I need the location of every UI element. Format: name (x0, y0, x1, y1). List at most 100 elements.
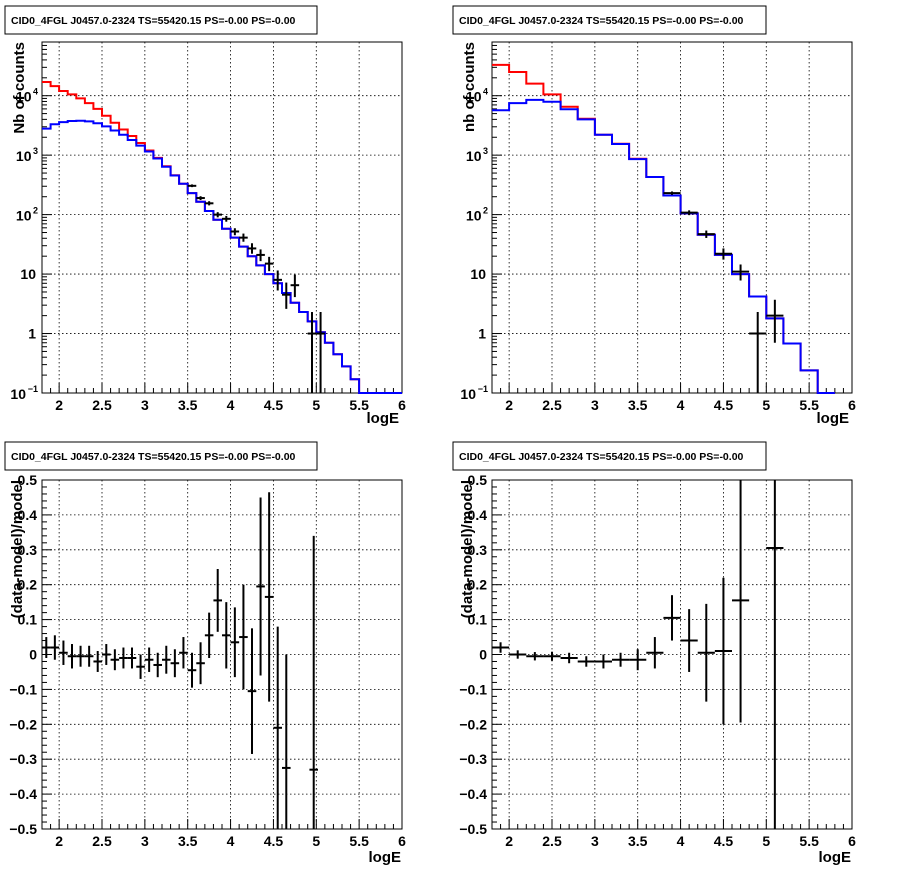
x-tick-label: 6 (398, 397, 406, 413)
data-point (204, 201, 214, 206)
data-point (127, 647, 137, 669)
x-tick-label: 3.5 (628, 833, 648, 849)
y-tick-label: −0.2 (9, 716, 37, 732)
y-axis-label: (data-model)/model (9, 480, 26, 618)
x-tick-label: 3 (141, 833, 149, 849)
data-point (264, 256, 274, 272)
data-point (230, 607, 240, 678)
y-axis-label: nb of counts (461, 42, 478, 132)
x-tick-label: 5 (762, 833, 770, 849)
histogram-series-line (42, 81, 402, 394)
chart-title-box (4, 5, 318, 35)
y-tick-label: 0.3 (18, 542, 38, 558)
data-point (119, 647, 128, 669)
y-tick-label: −0.3 (9, 751, 37, 767)
data-point (222, 602, 231, 669)
grid (42, 480, 402, 829)
panel-bottom-right: 2 2.5 3 3.5 4 4.5 5 5.5 6 −0.5 −0.4 −0.3 −0.2 −0.1 0 0.… (452, 441, 856, 866)
x-tick-label: 4.5 (264, 833, 284, 849)
y-axis-label: (data-model)/model (459, 480, 476, 618)
y-axis-ticks: −0.5 −0.4 −0.3 −0.2 −0.1 0 0.1 0.2 0.3 0.4 0.5 (459, 472, 502, 837)
x-tick-label: 4 (227, 833, 235, 849)
data-point (766, 299, 784, 343)
data-point (594, 654, 612, 669)
data-point (680, 210, 698, 216)
x-tick-label: 3 (591, 397, 599, 413)
x-tick-label: 4 (227, 397, 235, 413)
data-point (247, 243, 257, 254)
chart-title: CID0_4FGL J0457.0-2324 TS=55420.15 PS=-0… (11, 451, 296, 463)
y-tick-label: 0.5 (18, 472, 38, 488)
y-tick-label: 0.2 (18, 577, 38, 593)
data-point (230, 228, 240, 236)
data-point (102, 644, 111, 665)
y-tick-label: 0 (479, 647, 487, 663)
data-point (256, 249, 265, 262)
data-point (732, 480, 750, 723)
plot-frame (41, 41, 403, 394)
x-tick-label: 4.5 (714, 833, 734, 849)
chart-title-box (452, 441, 767, 471)
data-point (766, 480, 784, 829)
y-tick-label: −0.4 (9, 786, 37, 802)
data-point (93, 651, 102, 672)
data-point (714, 577, 732, 725)
x-axis-label: logE (817, 410, 850, 427)
y-tick-label: 0.4 (18, 507, 38, 523)
data-point (213, 212, 222, 218)
x-axis-ticks: 2 2.5 3 3.5 4 4.5 5 5.5 6 (491, 383, 856, 413)
x-tick-label: 5.5 (799, 833, 819, 849)
y-tick-label-exponent: 2 (33, 206, 38, 216)
y-tick-label-exponent: 3 (483, 146, 488, 156)
data-point (273, 270, 282, 291)
chart-title-box (452, 5, 767, 35)
x-tick-label: 4.5 (264, 397, 284, 413)
data-point (543, 651, 561, 661)
data-point (247, 628, 257, 754)
data-point (273, 626, 282, 829)
data-point (714, 248, 732, 260)
data-point (84, 645, 94, 667)
data-point (492, 642, 510, 653)
x-tick-label: 5 (762, 397, 770, 413)
data-point (153, 652, 162, 678)
y-tick-label: 0.2 (468, 577, 488, 593)
y-tick-label: −0.4 (459, 786, 487, 802)
y-tick-label-exponent: −1 (478, 384, 488, 394)
y-tick-label: 0 (29, 647, 37, 663)
data-point (526, 652, 544, 661)
x-tick-label: 6 (848, 397, 856, 413)
y-tick-label: 0.1 (18, 612, 38, 628)
data-point (629, 649, 647, 671)
data-point (50, 635, 60, 660)
data-point (663, 595, 681, 641)
y-tick-label-exponent: 3 (33, 146, 38, 156)
x-tick-label: 4 (677, 833, 685, 849)
y-tick-label: 10 (466, 89, 482, 105)
y-tick-label: −0.1 (9, 681, 37, 697)
chart-title: CID0_4FGL J0457.0-2324 TS=55420.15 PS=-0… (11, 15, 296, 27)
data-point (204, 612, 214, 658)
x-tick-label: 2 (55, 833, 63, 849)
panel-top-left: 2 2.5 3 3.5 4 4.5 5 5.5 6−110110210310410CID0_4F… (4, 5, 406, 427)
x-axis-ticks: 2 2.5 3 3.5 4 4.5 5 5.5 6 (41, 383, 406, 413)
data-point (663, 191, 681, 195)
y-tick-label: 10 (466, 148, 482, 164)
data-point (749, 312, 767, 393)
data-point (59, 640, 68, 665)
data-point (509, 650, 527, 659)
y-tick-label: −0.5 (9, 821, 37, 837)
x-tick-label: 2 (505, 397, 513, 413)
x-axis-label: logE (369, 849, 402, 866)
data-point (42, 637, 51, 658)
x-tick-label: 5.5 (799, 397, 819, 413)
data-point (646, 637, 664, 669)
data-point (196, 196, 205, 201)
histogram-series-line (492, 98, 835, 394)
x-axis-ticks: 2 2.5 3 3.5 4 4.5 5 5.5 6 (41, 819, 406, 849)
data-point (577, 656, 595, 667)
y-tick-label: 10 (16, 89, 32, 105)
x-tick-label: 4.5 (714, 397, 734, 413)
